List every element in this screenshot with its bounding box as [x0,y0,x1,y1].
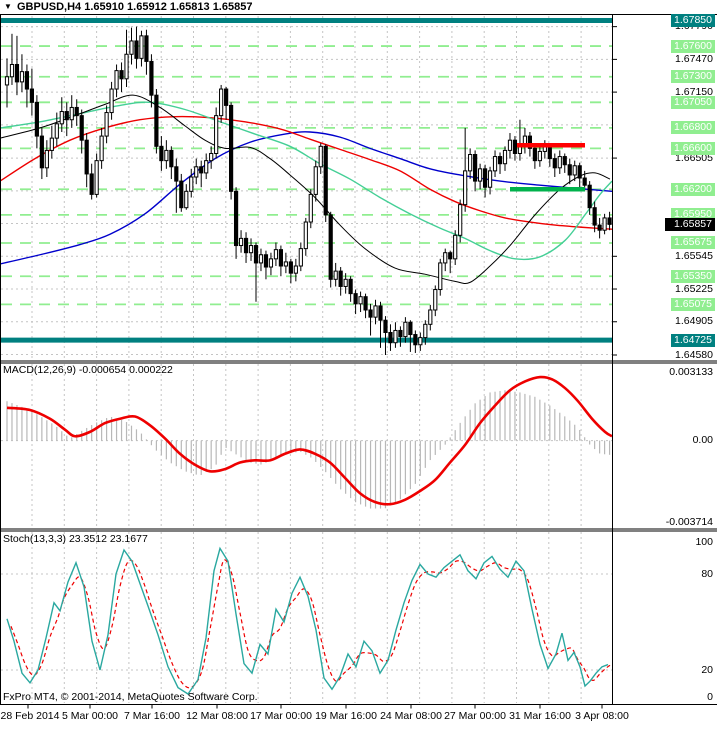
stoch-signal-line [10,559,611,689]
sr-segments [510,143,585,192]
time-axis-label: 27 Mar 00:00 [444,710,506,722]
price-level-badge: 1.67850 [671,14,715,27]
stoch-axis-label: 20 [701,663,713,676]
macd-panel [6,375,613,509]
macd-axis-label: 0.003133 [669,365,713,378]
price-axis-label: 1.64580 [675,348,713,361]
price-level-badge: 1.67050 [671,95,715,109]
time-axis-label: 19 Mar 16:00 [315,710,377,722]
current-price-badge: 1.65857 [665,217,715,231]
grid-lines [1,16,612,703]
chart-title-bar: ▼ GBPUSD,H4 1.65910 1.65912 1.65813 1.65… [0,0,612,14]
price-axis-label: 1.67470 [675,52,713,65]
price-axis-label: 1.67150 [675,85,713,98]
time-axis-label: 3 Apr 08:00 [575,710,629,722]
price-axis-label: 1.65225 [675,282,713,295]
price-level-badge: 1.66800 [671,121,715,135]
time-axis-label: 7 Mar 16:00 [123,710,181,722]
price-level-badge: 1.65075 [671,297,715,311]
ma-green [0,101,613,261]
stoch-axis-label: 100 [695,535,713,548]
support-resistance-levels [0,18,612,343]
panel-borders [0,14,717,709]
price-axis-label: 1.65545 [675,249,713,262]
price-level-badge: 1.67600 [671,39,715,53]
ma-blue [0,131,613,265]
time-axis-label: 12 Mar 08:00 [186,710,248,722]
macd-axis-label: 0.00 [692,434,713,447]
price-level-badge: 1.66200 [671,182,715,196]
stoch-axis-label: 0 [707,690,713,703]
chart-title: GBPUSD,H4 1.65910 1.65912 1.65813 1.6585… [17,1,253,13]
price-level-badge: 1.65675 [671,236,715,250]
time-axis-label: 24 Mar 08:00 [380,710,442,722]
stoch-panel [6,546,611,695]
symbol-dropdown-icon[interactable]: ▼ [4,2,12,11]
stoch-indicator-label: Stoch(13,3,3) 23.3512 23.1677 [3,532,148,545]
macd-axis-label: -0.003714 [665,515,713,528]
stoch-axis-label: 80 [701,567,713,580]
price-level-badge: 1.66600 [671,141,715,155]
copyright-text: FxPro MT4, © 2001-2014, MetaQuotes Softw… [3,691,258,703]
time-axis-label: 28 Feb 2014 [0,710,60,722]
ma-red [0,115,613,230]
time-axis-label: 31 Mar 16:00 [509,710,571,722]
time-axis-label: 17 Mar 00:00 [250,710,312,722]
macd-signal-line [6,375,613,506]
price-level-badge: 1.67300 [671,70,715,84]
price-level-badge: 1.64725 [671,333,715,347]
candlestick-series [4,26,612,355]
stoch-main-line [6,546,609,695]
price-axis-label: 1.64905 [675,315,713,328]
price-level-badge: 1.65350 [671,269,715,283]
time-axis-label: 5 Mar 00:00 [61,710,119,722]
macd-indicator-label: MACD(12,26,9) -0.000654 0.000222 [3,363,173,376]
